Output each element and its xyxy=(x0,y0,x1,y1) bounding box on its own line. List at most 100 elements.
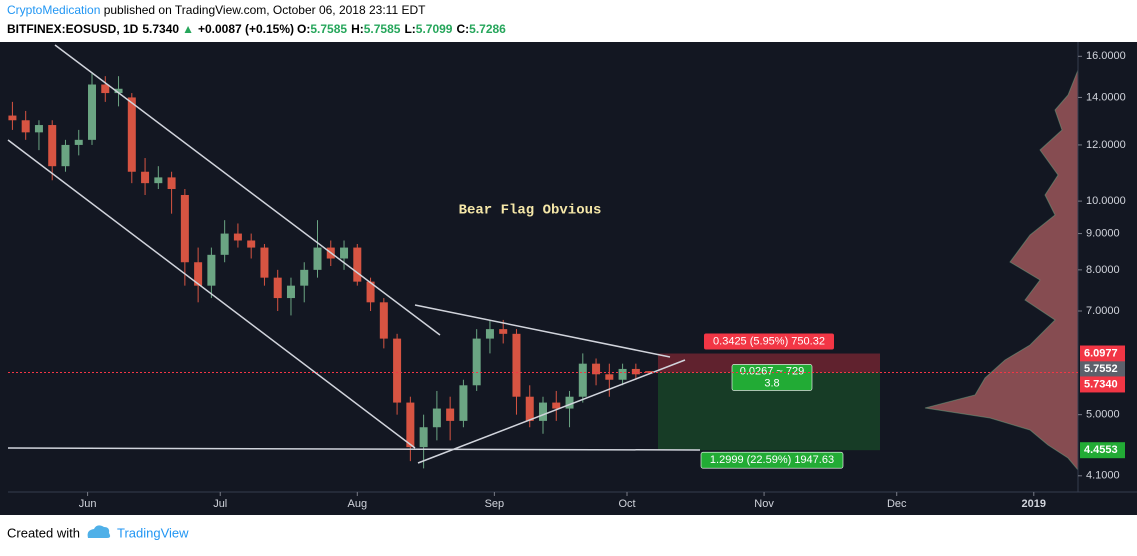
candle-body xyxy=(499,329,508,334)
price-label: 5.7340 xyxy=(1084,378,1118,390)
candle-body xyxy=(353,247,362,282)
candle-body xyxy=(141,171,150,184)
price-label: 6.0977 xyxy=(1084,347,1118,359)
candle-body xyxy=(578,363,587,397)
candle-body xyxy=(48,125,57,167)
candle-body xyxy=(101,84,110,94)
candle-body xyxy=(459,385,468,421)
y-tick-label: 5.0000 xyxy=(1086,409,1120,421)
target-zone xyxy=(658,353,880,373)
candle-body xyxy=(512,333,521,397)
trend-line[interactable] xyxy=(54,44,441,336)
price-label-bg xyxy=(1080,442,1125,459)
candle-body xyxy=(472,338,481,386)
chart-background xyxy=(0,42,1137,515)
volume-profile xyxy=(924,69,1079,472)
candle-body xyxy=(645,371,654,373)
candle-body xyxy=(220,233,229,255)
y-tick-label: 12.0000 xyxy=(1086,139,1126,151)
legend-item: BITFINEX:EOSUSD, 1D xyxy=(7,22,139,36)
candle-body xyxy=(74,139,83,145)
legend-item: O: xyxy=(297,22,310,36)
trend-line[interactable] xyxy=(417,359,686,464)
legend-item: +0.0087 (+0.15%) xyxy=(198,22,294,36)
legend-item: 5.7585 xyxy=(364,22,401,36)
position-label: 1.2999 (22.59%) 1947.63 xyxy=(710,454,834,466)
trend-line[interactable] xyxy=(7,139,416,449)
published: published on TradingView.com, October 06… xyxy=(100,3,426,17)
trend-line[interactable] xyxy=(7,447,701,451)
legend-item: L: xyxy=(404,22,415,36)
position-label: 0.3425 (5.95%) 750.32 xyxy=(713,335,825,347)
x-tick-label: Jul xyxy=(213,498,227,510)
y-tick-label: 10.0000 xyxy=(1086,195,1126,207)
y-tick-label: 14.0000 xyxy=(1086,91,1126,103)
candle-body xyxy=(552,402,561,409)
x-tick-label: Oct xyxy=(618,498,635,510)
position-tag xyxy=(704,333,834,350)
position-label: 0.0267 ~ 729 xyxy=(740,365,805,377)
position-label: 3.8 xyxy=(764,377,779,389)
candle-body xyxy=(247,240,256,248)
candle-body xyxy=(539,402,547,421)
candle-body xyxy=(631,368,640,375)
footer-brand[interactable]: TradingView xyxy=(117,525,189,540)
trend-line[interactable] xyxy=(414,304,671,358)
candle-body xyxy=(127,97,136,172)
price-label-bg xyxy=(1080,376,1125,393)
candle-body xyxy=(114,88,123,94)
candle-body xyxy=(379,302,388,339)
x-tick-label: Dec xyxy=(887,498,907,510)
candle-body xyxy=(300,269,309,286)
candle-body xyxy=(406,402,415,448)
logo xyxy=(87,525,111,538)
candle-body xyxy=(207,254,216,286)
x-tick-label: Nov xyxy=(754,498,774,510)
candle-body xyxy=(273,277,282,299)
y-tick-label: 9.0000 xyxy=(1086,227,1120,239)
x-tick-label: Aug xyxy=(348,498,368,510)
candle-body xyxy=(61,144,70,167)
candle-body xyxy=(446,408,455,421)
x-tick-label: Sep xyxy=(485,498,505,510)
publish-line: CryptoMedication published on TradingVie… xyxy=(7,3,426,17)
footer-text: Created with xyxy=(7,525,80,540)
y-tick-label: 4.1000 xyxy=(1086,470,1120,482)
candle-body xyxy=(8,115,17,121)
legend-item: 5.7585 xyxy=(310,22,347,36)
position-tag xyxy=(731,364,813,391)
annotation[interactable]: Bear Flag Obvious xyxy=(459,203,602,219)
candle-body xyxy=(432,408,441,428)
candle-body xyxy=(485,329,494,339)
legend-item: 5.7340 xyxy=(142,22,179,36)
legend-item: H: xyxy=(351,22,364,36)
price-label: 4.4553 xyxy=(1084,444,1118,456)
candle-body xyxy=(366,281,375,303)
candle-body xyxy=(618,368,627,380)
price-label: 5.7552 xyxy=(1084,363,1118,375)
candle-body xyxy=(260,247,269,278)
candle-body xyxy=(592,363,601,375)
legend: BITFINEX:EOSUSD, 1D 5.7340 ▲ +0.0087 (+0.15… xyxy=(7,22,506,36)
candle-body xyxy=(180,195,189,263)
candle-body xyxy=(34,125,43,133)
position-tag xyxy=(700,451,844,469)
candle-body xyxy=(194,262,203,286)
candle-body xyxy=(154,177,163,184)
candle-body xyxy=(565,396,574,409)
x-tick-label: 2019 xyxy=(1022,498,1046,510)
candle-body xyxy=(21,120,30,133)
drawings xyxy=(7,44,701,464)
candle-body xyxy=(286,285,295,299)
y-tick-label: 16.0000 xyxy=(1086,50,1126,62)
candle-body xyxy=(88,84,97,140)
candle-body xyxy=(605,374,614,380)
candle-body xyxy=(167,177,176,190)
price-label-bg xyxy=(1080,361,1125,378)
legend-item: ▲ xyxy=(182,22,194,36)
candle-body xyxy=(419,427,428,448)
author[interactable]: CryptoMedication xyxy=(7,3,100,17)
